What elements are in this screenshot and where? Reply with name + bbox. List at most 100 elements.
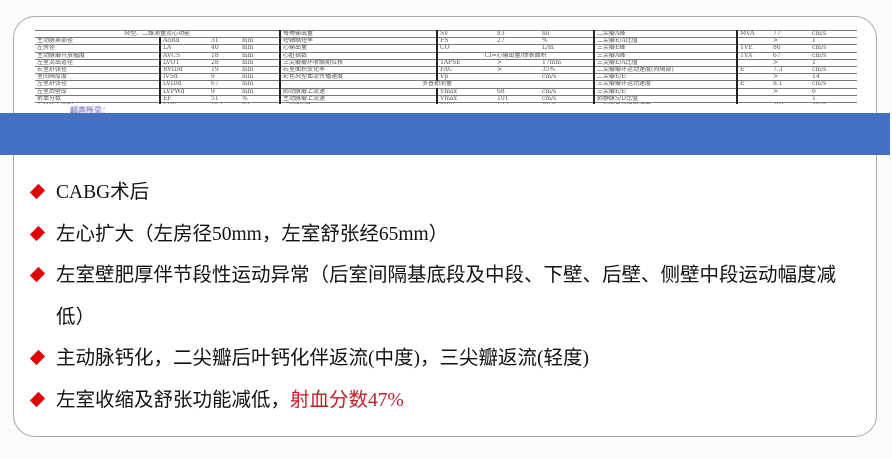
table-row: 室间隔厚度 IVSd 9 mm 彩色M型血流传播速度 Vp cm/s 二尖瓣E/E' >14 (35, 73, 857, 82)
table-cell: 三尖瓣A峰 (593, 51, 738, 60)
table-cell: 二尖瓣瓣环运动速度(间隔部) (593, 66, 738, 75)
table-row: 左室后壁厚 LVPWd 9 mm 肺动脉瓣上流速 Vmax 68 cm/s 三尖瓣E/E' >6 (35, 87, 857, 96)
table-cell: CI=心输出量/体表面积 (436, 51, 595, 60)
table-cell: > (495, 58, 541, 68)
table-cell: 1 (810, 58, 857, 68)
table-row: 右室舒张径 RVIDd 19 mm 右室面积变化率 FAC >35% 二尖瓣瓣环运动速度(间隔… (35, 66, 857, 75)
table-cell: LVIDd (159, 80, 209, 89)
table-cell: 122 (495, 102, 541, 104)
diamond-bullet-icon (29, 183, 46, 200)
table-cell: cm/s (540, 73, 595, 82)
table-row: 左室舒张径 LVIDd 67 mm 多普勒测量 三尖瓣瓣环运动速度 E' 8.1 cm/s (35, 80, 857, 89)
table-cell: 主动脉瓣开放幅度 (35, 51, 160, 60)
table-cell (495, 73, 541, 82)
table-cell: 19 (209, 66, 240, 75)
table-cell: RVIDd (159, 66, 209, 75)
table-cell: ml (540, 30, 595, 39)
table-cell (736, 73, 772, 82)
finding-text: CABG术后 (56, 182, 150, 203)
table-cell: 左房径 (35, 44, 160, 53)
table-cell (736, 58, 772, 68)
table-cell: 27 (495, 37, 541, 46)
table-cell: 67 (209, 80, 240, 89)
report-caption: 超声所见： (70, 106, 110, 115)
table-cell: 室间隔厚度 (35, 73, 160, 82)
finding-item: CABG术后 (29, 172, 856, 214)
table-cell: cm/s (810, 51, 857, 60)
table-cell: 6 (810, 87, 857, 96)
table-cell: cm/s (810, 44, 857, 53)
table-cell: cm/s (540, 102, 595, 104)
table-cell: 二尖瓣A峰 (593, 30, 738, 39)
table-cell: MVE (436, 102, 496, 104)
table-cell: Vmax (436, 94, 496, 104)
table-cell: % (540, 37, 595, 46)
table-cell: LVOT (159, 58, 209, 68)
table-cell: 右室面积变化率 (279, 66, 438, 75)
table-cell: 三尖瓣瓣环收缩期位移 (279, 58, 438, 68)
table-cell: 35% (540, 66, 595, 75)
table-cell: SV (436, 30, 496, 39)
table-cell: 28 (209, 58, 240, 68)
table-row: 左房径 LA 40 mm 心输出量 CO L/m 三尖瓣E峰 TVE 86 cm/s (35, 44, 857, 53)
table-cell (736, 102, 772, 104)
table-cell: mm (240, 44, 281, 53)
table-cell: ml (240, 102, 281, 104)
table-cell: cm/s (810, 80, 857, 89)
table-cell: 肺动脉瓣上流速 (279, 87, 438, 96)
table-cell: AoRd (159, 37, 209, 46)
table-row: 左舒张末容积EDV162ml二尖瓣E峰MVE122cm/s三尖瓣反流峰值速度28… (35, 102, 857, 104)
table-cell: EF (159, 94, 209, 104)
table-cell: cm/s (810, 66, 857, 75)
table-cell: 肺静脉S/D比值 (593, 94, 738, 104)
table-cell: cm/s (540, 87, 595, 96)
table-cell: M型、二维测量及心功能 (35, 30, 281, 39)
table-cell (736, 94, 772, 104)
table-cell: 二尖瓣E/A比值 (593, 37, 738, 46)
table-cell: 1 (810, 37, 857, 46)
table-cell: 心输出量 (279, 44, 438, 53)
finding-text: 主动脉钙化，二尖瓣后叶钙化伴返流(中度)，三尖瓣返流(轻度) (56, 348, 589, 369)
table-cell: 1 (810, 94, 857, 104)
table-cell: 9 (209, 73, 240, 82)
table-cell: mm (240, 37, 281, 46)
diamond-bullet-icon (29, 349, 46, 366)
table-row: 主动脉瓣开放幅度 AVCS 18 mm 心脏指数 CI=心输出量/体表面积 三尖瓣A峰 TVA… (35, 51, 857, 60)
table-cell: 162 (209, 102, 240, 104)
table-cell: 三尖瓣E峰 (593, 44, 738, 53)
table-cell: EDV (159, 102, 209, 104)
table-cell (495, 44, 541, 53)
table-cell: TVA (736, 51, 772, 60)
diamond-bullet-icon (29, 225, 46, 241)
table-cell: 左舒张末容积 (35, 102, 160, 104)
table-cell: 281 (771, 102, 811, 104)
table-cell: mm (240, 80, 281, 89)
table-cell: 右室舒张径 (35, 66, 160, 75)
table-cell: 三尖瓣E/A比值 (593, 58, 738, 68)
table-cell: TAPSE (436, 58, 496, 68)
table-cell: MVA (736, 30, 772, 39)
table-cell: 左室后壁厚 (35, 87, 160, 96)
table-cell: > (495, 66, 541, 75)
table-cell (736, 87, 772, 96)
table-cell: 二尖瓣E峰 (279, 102, 438, 104)
table-cell: 67 (771, 51, 811, 60)
table-cell: mm (240, 51, 281, 60)
table-cell: > (771, 73, 811, 82)
table-cell: 7.3 (771, 66, 811, 75)
finding-text: 左室壁肥厚伴节段性运动异常（后室间隔基底段及中段、下壁、后壁、侧壁中段运动幅度减… (56, 265, 837, 328)
table-cell: 51 (209, 94, 240, 104)
table-cell: TVE (736, 44, 772, 53)
table-cell: cm/s (810, 30, 857, 39)
table-cell: mm (240, 73, 281, 82)
table-cell: % (240, 94, 281, 104)
table-cell: 多普勒测量 (279, 80, 595, 89)
table-cell: 主动脉窦部径 (35, 37, 160, 46)
table-cell: L/m (540, 44, 595, 53)
table-cell: FS (436, 37, 496, 46)
table-row: 左室流出道径 LVOT 28 mm 三尖瓣瓣环收缩期位移 TAPSE >17mm 三尖瓣E/A… (35, 58, 857, 68)
table-cell: 三尖瓣E/E' (593, 87, 738, 96)
table-cell (771, 94, 811, 104)
table-cell: 9 (209, 87, 240, 96)
table-cell: AVCS (159, 51, 209, 60)
